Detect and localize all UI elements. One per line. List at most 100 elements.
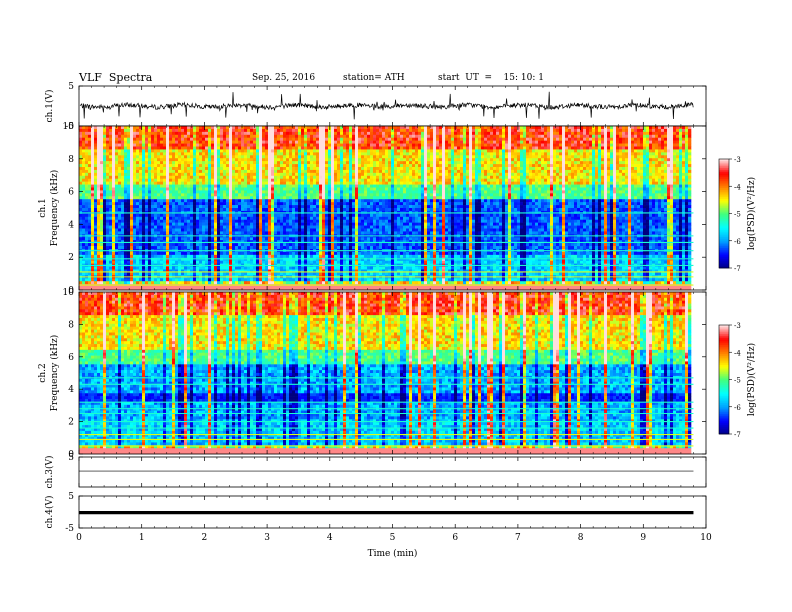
spectrogram-cell: [337, 281, 341, 285]
spectrogram-cell: [175, 231, 179, 235]
spectrogram-cell: [313, 228, 317, 232]
spectrogram-cell: [184, 184, 188, 188]
spectrogram-cell: [295, 287, 299, 291]
spectrogram-cell: [289, 222, 293, 226]
spectrogram-cell: [202, 216, 206, 221]
spectrogram-cell: [148, 196, 152, 200]
spectrogram-cell: [196, 143, 200, 147]
spectrogram-cell: [97, 257, 101, 262]
spectrogram-cell: [184, 164, 188, 168]
spectrogram-cell: [94, 228, 98, 232]
spectrogram-cell: [88, 158, 92, 162]
spectrogram-cell: [136, 152, 140, 156]
spectrogram-cell: [226, 152, 230, 156]
spectrogram-cell: [310, 169, 314, 174]
spectrogram-cell: [91, 181, 95, 185]
spectrogram-cell: [115, 284, 119, 288]
spectrogram-cell: [301, 140, 305, 144]
spectrogram-cell: [112, 140, 116, 144]
spectrogram-cell: [244, 158, 248, 162]
spectrogram-cell: [172, 287, 176, 291]
ch1-waveform-ylabel: ch.1(V): [44, 90, 55, 123]
spectrogram-cell: [289, 190, 293, 194]
spectrogram-cell: [184, 284, 188, 288]
spectrogram-cell: [184, 266, 188, 270]
spectrogram-cell: [88, 128, 92, 133]
spectrogram-cell: [184, 172, 188, 177]
spectrogram-cell: [109, 175, 113, 180]
spectrogram-cell: [226, 169, 230, 174]
spectrogram-cell: [274, 152, 278, 156]
spectrogram-cell: [334, 213, 338, 218]
spectrogram-cell: [160, 199, 164, 203]
spectrogram-cell: [199, 213, 203, 218]
spectrogram-cell: [325, 228, 329, 232]
spectrogram-cell: [298, 260, 302, 264]
spectrogram-cell: [292, 225, 296, 229]
spectrogram-cell: [184, 149, 188, 153]
spectrogram-cell: [226, 199, 230, 203]
spectrogram-cell: [265, 260, 269, 264]
spectrogram-cell: [226, 161, 230, 165]
spectrogram-cell: [118, 128, 122, 133]
spectrogram-cell: [91, 128, 95, 133]
spectrogram-cell: [313, 257, 317, 262]
spectrogram-cell: [313, 216, 317, 221]
spectrogram-cell: [100, 254, 104, 259]
spectrogram-cell: [154, 140, 158, 144]
spectrogram-cell: [115, 161, 119, 165]
spectrogram-cell: [295, 184, 299, 188]
spectrogram-cell: [298, 196, 302, 200]
spectrogram-cell: [337, 158, 341, 162]
spectrogram-cell: [238, 219, 242, 223]
spectrogram-cell: [322, 172, 326, 177]
spectrogram-cell: [130, 202, 134, 206]
spectrogram-cell: [328, 269, 332, 273]
spectrogram-cell: [307, 237, 311, 241]
spectrogram-cell: [106, 175, 110, 180]
spectrogram-cell: [211, 167, 215, 171]
spectrogram-cell: [214, 167, 218, 171]
spectrogram-cell: [220, 164, 224, 168]
spectrogram-cell: [274, 269, 278, 273]
spectrogram-cell: [193, 272, 197, 276]
spectrogram-cell: [100, 278, 104, 282]
spectrogram-cell: [112, 158, 116, 162]
spectrogram-cell: [181, 231, 185, 235]
spectrogram-cell: [193, 231, 197, 235]
spectrogram-cell: [319, 254, 323, 259]
spectrogram-cell: [256, 131, 260, 136]
spectrogram-cell: [229, 278, 233, 282]
spectrogram-cell: [115, 243, 119, 247]
spectrogram-cell: [262, 178, 266, 182]
spectrogram-cell: [130, 272, 134, 276]
spectrogram-cell: [148, 137, 152, 141]
spectrogram-cell: [268, 158, 272, 162]
spectrogram-cell: [115, 149, 119, 153]
spectrogram-cell: [100, 202, 104, 206]
spectrogram-cell: [109, 266, 113, 270]
spectrogram-cell: [91, 222, 95, 226]
spectrogram-cell: [247, 169, 251, 174]
spectrogram-cell: [334, 128, 338, 133]
spectrogram-cell: [139, 143, 143, 147]
spectrogram-cell: [181, 152, 185, 156]
spectrogram-cell: [136, 278, 140, 282]
spectrogram-cell: [214, 278, 218, 282]
spectrogram-cell: [133, 158, 137, 162]
spectrogram-cell: [307, 287, 311, 291]
spectrogram-cell: [139, 181, 143, 185]
spectrogram-cell: [208, 196, 212, 200]
spectrogram-cell: [310, 202, 314, 206]
spectrogram-cell: [94, 164, 98, 168]
spectrogram-cell: [154, 187, 158, 191]
spectrogram-cell: [154, 184, 158, 188]
spectrogram-cell: [322, 128, 326, 133]
spectrogram-cell: [244, 161, 248, 165]
spectrogram-cell: [271, 134, 275, 139]
spectrogram-cell: [178, 131, 182, 136]
spectrogram-cell: [133, 240, 137, 244]
spectrogram-cell: [166, 225, 170, 229]
spectrogram-cell: [328, 158, 332, 162]
spectrogram-cell: [292, 219, 296, 223]
